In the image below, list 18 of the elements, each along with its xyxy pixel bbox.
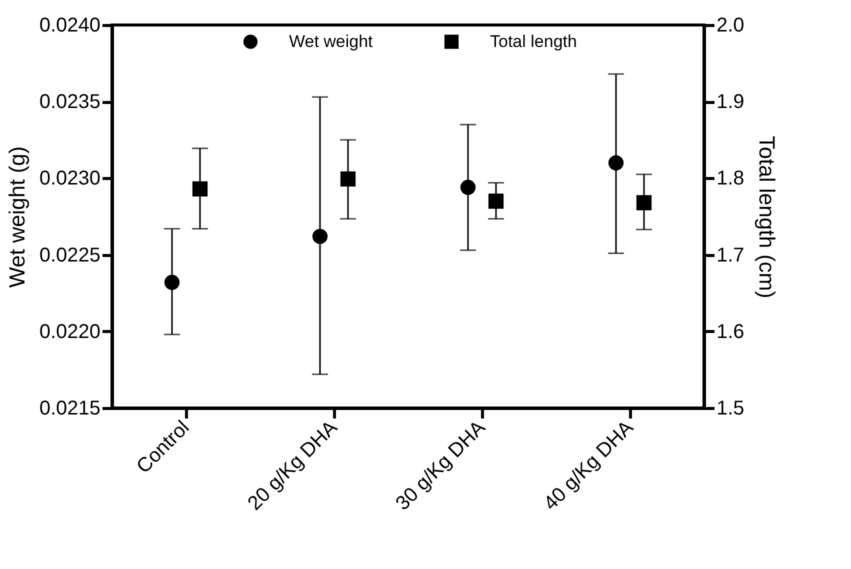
y2-tick-label: 1.6 [716, 320, 744, 343]
y2-tick-label: 2.0 [716, 14, 744, 36]
point [636, 195, 652, 210]
y-tick-label: 0.0220 [39, 320, 100, 343]
y-tick-label: 0.0230 [39, 168, 100, 190]
y2-tick-label: 1.5 [716, 398, 744, 420]
y-tick-label: 0.0235 [39, 91, 100, 114]
y2-tick-label: 1.9 [716, 91, 744, 114]
y-tick-label: 0.0240 [39, 14, 100, 36]
y-axis-title: Wet weight (g) [4, 146, 30, 288]
y2-tick-label: 1.8 [716, 168, 744, 190]
y-tick-label: 0.0215 [39, 398, 100, 420]
y-tick-label: 0.0225 [39, 244, 100, 266]
legend-label: Wet weight [289, 32, 374, 51]
point [488, 194, 504, 209]
y2-tick-label: 1.7 [716, 244, 744, 266]
legend-label: Total length [490, 32, 577, 51]
y2-axis-title: Total length (cm) [754, 136, 780, 298]
